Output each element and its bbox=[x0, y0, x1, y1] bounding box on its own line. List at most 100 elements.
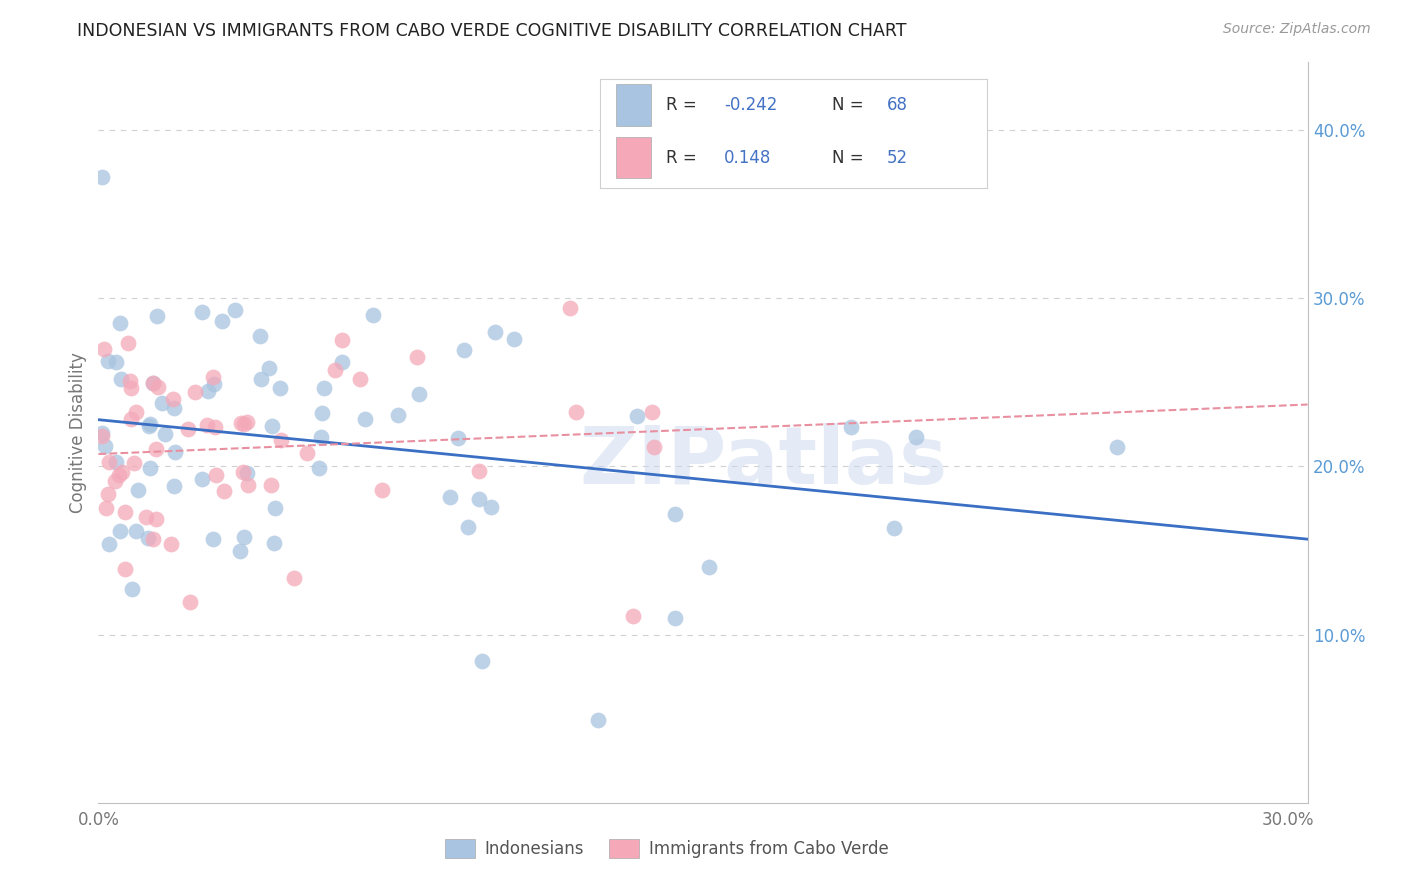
Point bbox=[330, 334, 353, 348]
Point bbox=[269, 381, 291, 395]
Point bbox=[94, 500, 117, 515]
Point bbox=[142, 376, 165, 390]
Point bbox=[202, 376, 225, 391]
Point bbox=[97, 354, 120, 368]
Point bbox=[263, 536, 285, 550]
Point bbox=[125, 404, 148, 418]
Point bbox=[98, 455, 121, 469]
Point bbox=[146, 309, 169, 323]
Point bbox=[91, 428, 114, 442]
Point bbox=[91, 170, 114, 185]
Point bbox=[146, 380, 169, 394]
Point bbox=[235, 415, 257, 429]
Point bbox=[262, 419, 284, 434]
Point bbox=[163, 479, 186, 493]
Point bbox=[257, 361, 280, 376]
Point bbox=[839, 420, 862, 434]
Y-axis label: Cognitive Disability: Cognitive Disability bbox=[69, 352, 87, 513]
Point bbox=[105, 455, 128, 469]
Point bbox=[232, 465, 254, 479]
Point bbox=[94, 440, 117, 454]
Point bbox=[122, 456, 145, 470]
Point bbox=[201, 369, 224, 384]
Point bbox=[565, 405, 588, 419]
Point bbox=[162, 392, 184, 407]
Point bbox=[212, 483, 235, 498]
Point bbox=[664, 507, 686, 521]
Point bbox=[904, 430, 927, 444]
Text: INDONESIAN VS IMMIGRANTS FROM CABO VERDE COGNITIVE DISABILITY CORRELATION CHART: INDONESIAN VS IMMIGRANTS FROM CABO VERDE… bbox=[77, 22, 907, 40]
Point bbox=[108, 468, 131, 483]
Point bbox=[142, 376, 165, 391]
Point bbox=[114, 505, 136, 519]
Point bbox=[439, 490, 461, 504]
Point bbox=[236, 466, 259, 480]
Point bbox=[468, 464, 491, 478]
Point bbox=[558, 301, 581, 315]
Point bbox=[233, 417, 256, 431]
Point bbox=[697, 560, 720, 574]
Point bbox=[224, 302, 246, 317]
Point bbox=[626, 409, 648, 423]
Point bbox=[447, 430, 470, 444]
Point bbox=[211, 314, 233, 328]
Point bbox=[408, 387, 430, 401]
Point bbox=[105, 354, 128, 368]
Point bbox=[127, 483, 149, 498]
Point bbox=[111, 466, 134, 480]
Point bbox=[139, 417, 162, 431]
Point bbox=[104, 475, 127, 489]
Point bbox=[1105, 440, 1128, 454]
Point bbox=[93, 342, 115, 356]
Point bbox=[205, 467, 228, 482]
Point bbox=[184, 385, 207, 400]
Point bbox=[150, 396, 173, 410]
Point bbox=[621, 609, 644, 624]
Point bbox=[125, 524, 148, 539]
Point bbox=[195, 418, 218, 433]
Text: ZIPatlas: ZIPatlas bbox=[579, 423, 948, 501]
Point bbox=[233, 531, 256, 545]
Point bbox=[457, 520, 479, 534]
Point bbox=[97, 487, 120, 501]
Point bbox=[139, 461, 162, 475]
Point bbox=[142, 532, 165, 546]
Point bbox=[311, 406, 333, 420]
Point bbox=[114, 562, 136, 576]
Point bbox=[202, 532, 225, 546]
Point bbox=[471, 655, 494, 669]
Point bbox=[361, 308, 384, 322]
Point bbox=[110, 316, 132, 330]
Point bbox=[108, 524, 131, 538]
Point bbox=[249, 329, 271, 343]
Point bbox=[297, 446, 319, 460]
Point bbox=[97, 537, 120, 551]
Point bbox=[163, 401, 186, 415]
Point bbox=[117, 335, 139, 350]
Point bbox=[349, 372, 371, 386]
Point bbox=[136, 531, 159, 545]
Point bbox=[314, 381, 336, 395]
Point bbox=[387, 408, 409, 422]
Point bbox=[664, 611, 686, 625]
Legend: Indonesians, Immigrants from Cabo Verde: Indonesians, Immigrants from Cabo Verde bbox=[437, 832, 896, 865]
Point bbox=[120, 381, 142, 395]
Point bbox=[228, 544, 250, 558]
Point bbox=[249, 372, 271, 386]
Point bbox=[283, 571, 305, 585]
Point bbox=[135, 510, 157, 524]
Point bbox=[190, 472, 212, 486]
Point bbox=[121, 582, 143, 597]
Point bbox=[91, 425, 114, 440]
Point bbox=[177, 422, 200, 436]
Point bbox=[120, 374, 142, 388]
Point bbox=[468, 491, 491, 506]
Point bbox=[330, 355, 353, 369]
Point bbox=[479, 500, 502, 515]
Point bbox=[155, 426, 177, 441]
Point bbox=[270, 433, 292, 447]
Point bbox=[238, 478, 260, 492]
Point bbox=[883, 520, 905, 534]
Point bbox=[138, 419, 160, 434]
Point bbox=[406, 350, 429, 364]
